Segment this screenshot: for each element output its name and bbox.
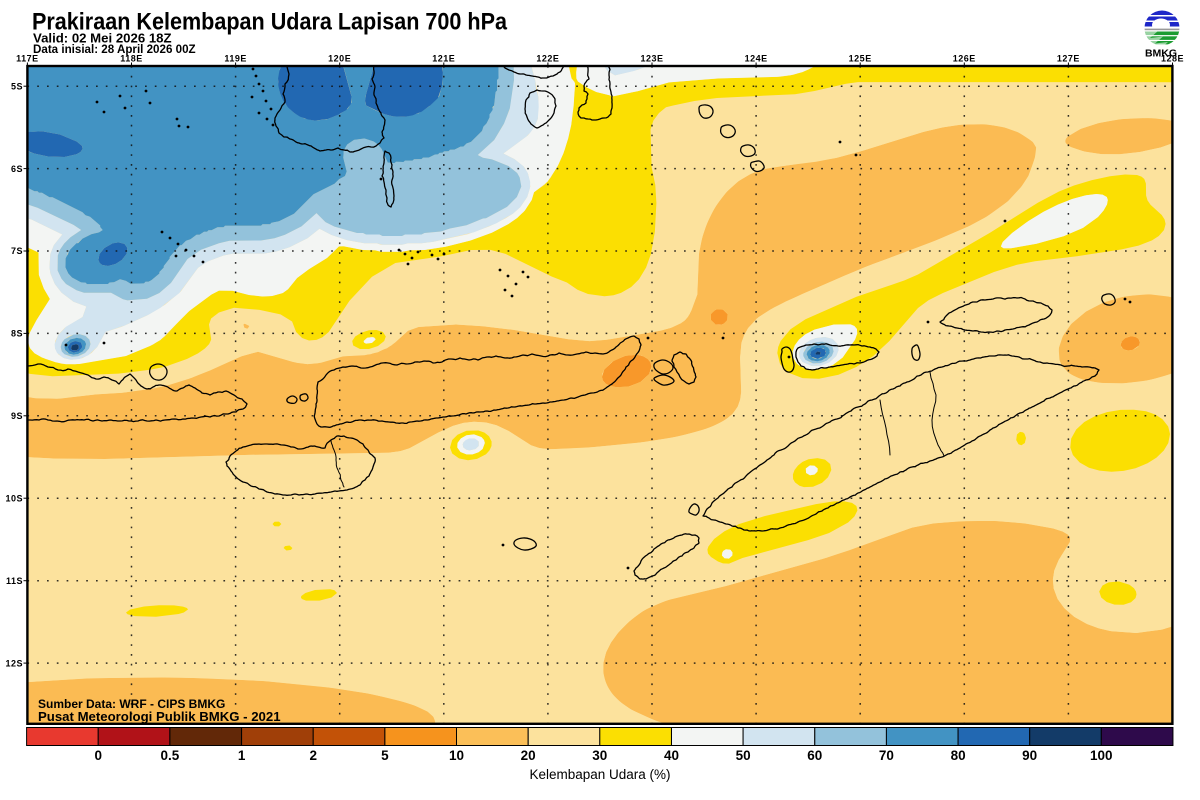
svg-text:30: 30 [592, 748, 607, 763]
svg-text:0: 0 [94, 748, 102, 763]
svg-text:6S: 6S [11, 164, 23, 174]
svg-text:5: 5 [381, 748, 389, 763]
svg-text:124E: 124E [745, 54, 768, 64]
svg-text:80: 80 [951, 748, 966, 763]
svg-text:12S: 12S [5, 658, 23, 668]
svg-text:50: 50 [736, 748, 751, 763]
svg-text:20: 20 [521, 748, 536, 763]
svg-text:128E: 128E [1161, 54, 1184, 64]
svg-text:1: 1 [238, 748, 246, 763]
svg-text:100: 100 [1090, 748, 1113, 763]
svg-text:40: 40 [664, 748, 679, 763]
svg-text:Prakiraan Kelembapan Udara Lap: Prakiraan Kelembapan Udara Lapisan 700 h… [32, 9, 508, 36]
svg-text:121E: 121E [432, 54, 455, 64]
svg-text:8S: 8S [11, 329, 23, 339]
svg-text:126E: 126E [953, 54, 976, 64]
svg-text:Data inisial: 28 April 2026 00: Data inisial: 28 April 2026 00Z [33, 43, 196, 56]
svg-text:10: 10 [449, 748, 464, 763]
svg-text:Pusat Meteorologi Publik BMKG: Pusat Meteorologi Publik BMKG - 2021 [38, 709, 281, 724]
svg-text:5S: 5S [11, 81, 23, 91]
svg-text:10S: 10S [5, 493, 23, 503]
svg-text:11S: 11S [6, 576, 23, 586]
svg-text:7S: 7S [11, 246, 23, 256]
svg-text:0.5: 0.5 [161, 748, 180, 763]
svg-text:Valid: 02 Mei 2026 18Z: Valid: 02 Mei 2026 18Z [33, 31, 172, 46]
svg-text:Kelembapan Udara (%): Kelembapan Udara (%) [529, 767, 670, 782]
svg-text:125E: 125E [849, 54, 872, 64]
svg-text:90: 90 [1022, 748, 1037, 763]
svg-text:2: 2 [309, 748, 317, 763]
svg-text:70: 70 [879, 748, 894, 763]
svg-text:122E: 122E [536, 54, 559, 64]
svg-text:BMKG: BMKG [1145, 48, 1177, 60]
svg-text:9S: 9S [11, 411, 23, 421]
svg-text:119E: 119E [224, 54, 247, 64]
svg-text:127E: 127E [1057, 54, 1080, 64]
svg-text:120E: 120E [328, 54, 351, 64]
svg-text:117E: 117E [16, 54, 39, 64]
svg-text:60: 60 [807, 748, 822, 763]
svg-text:Sumber Data: WRF - CIPS BMKG: Sumber Data: WRF - CIPS BMKG [38, 697, 225, 711]
svg-text:123E: 123E [640, 54, 663, 64]
svg-text:118E: 118E [120, 54, 143, 64]
